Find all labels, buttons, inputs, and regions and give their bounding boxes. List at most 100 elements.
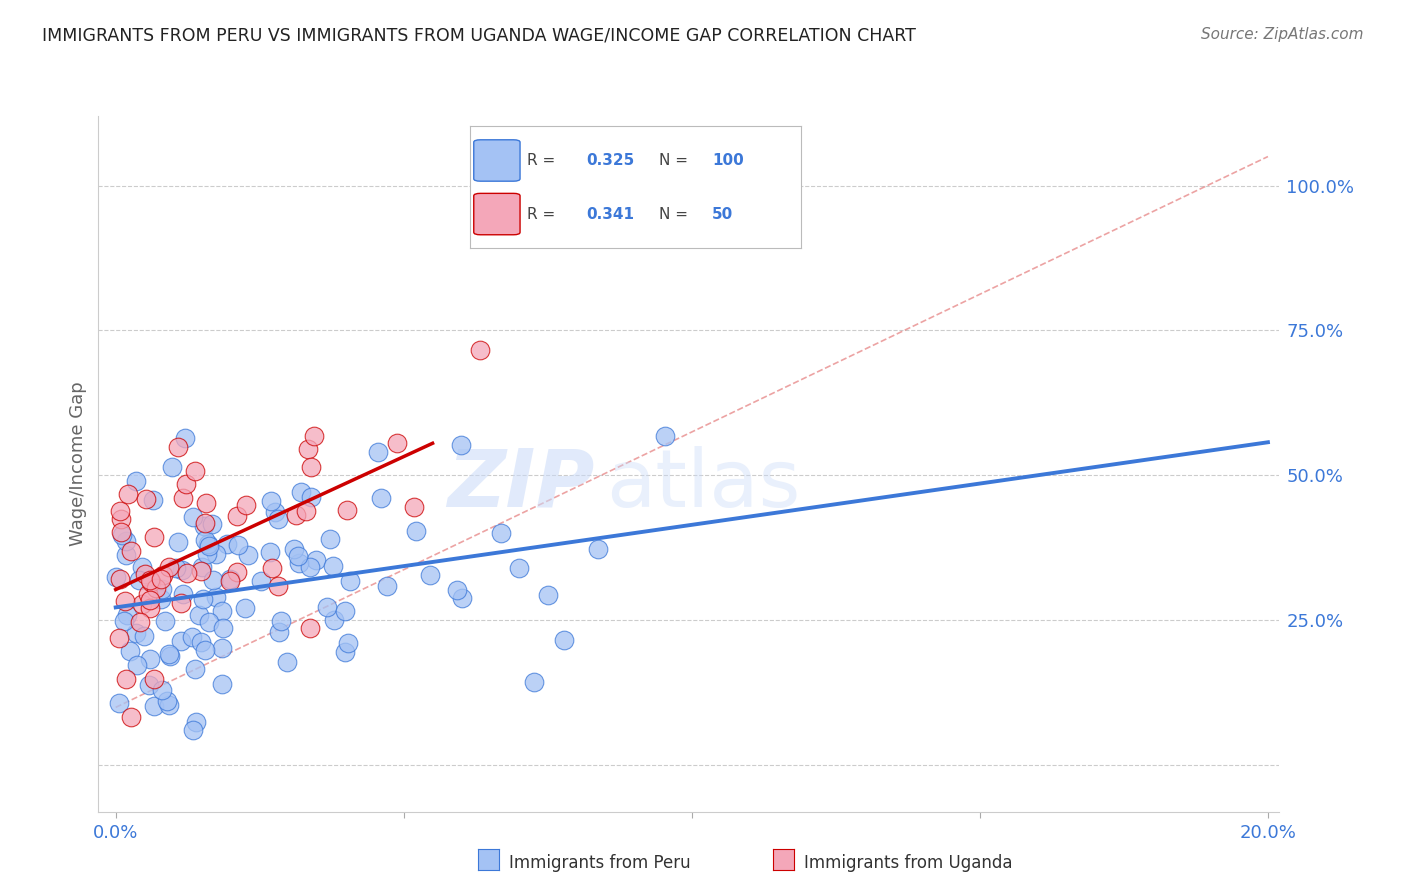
Point xyxy=(405,524,427,538)
Point xyxy=(553,632,575,647)
Point xyxy=(450,591,472,605)
Point xyxy=(336,636,359,650)
Point xyxy=(194,533,217,548)
Point xyxy=(299,559,322,574)
Point xyxy=(115,608,138,623)
Point xyxy=(174,477,197,491)
Point xyxy=(367,445,389,459)
Point xyxy=(173,431,195,445)
Point xyxy=(283,541,305,556)
Point xyxy=(194,643,217,657)
Point xyxy=(339,574,361,588)
Point xyxy=(167,534,190,549)
Point xyxy=(135,492,157,507)
Point xyxy=(114,534,136,549)
Point xyxy=(139,652,162,666)
Point xyxy=(193,519,215,533)
Point xyxy=(184,662,207,676)
Point xyxy=(115,548,138,562)
Point xyxy=(139,573,162,587)
Point xyxy=(508,560,530,574)
Point xyxy=(377,579,399,593)
Point xyxy=(165,560,187,574)
Text: Immigrants from Uganda: Immigrants from Uganda xyxy=(804,854,1012,871)
Point xyxy=(654,428,676,442)
Point xyxy=(108,573,131,587)
Text: Source: ZipAtlas.com: Source: ZipAtlas.com xyxy=(1201,27,1364,42)
Point xyxy=(522,674,544,689)
Point xyxy=(322,558,344,573)
Point xyxy=(143,530,166,544)
Point xyxy=(143,698,166,713)
Point xyxy=(150,683,173,698)
Point xyxy=(370,491,392,505)
Point xyxy=(236,548,259,562)
Point xyxy=(201,573,224,587)
Text: IMMIGRANTS FROM PERU VS IMMIGRANTS FROM UGANDA WAGE/INCOME GAP CORRELATION CHART: IMMIGRANTS FROM PERU VS IMMIGRANTS FROM … xyxy=(42,27,917,45)
Point xyxy=(489,526,512,541)
Point xyxy=(233,601,256,615)
Point xyxy=(294,504,316,518)
Point xyxy=(285,508,308,522)
Point xyxy=(219,573,242,587)
Point xyxy=(111,528,134,542)
Point xyxy=(226,538,249,552)
Point xyxy=(322,613,344,627)
Point xyxy=(315,599,337,614)
Point xyxy=(191,560,214,574)
Point xyxy=(117,487,139,501)
Point xyxy=(304,553,326,567)
Point xyxy=(170,596,193,610)
Point xyxy=(259,545,281,559)
Point xyxy=(266,511,288,525)
Point xyxy=(290,485,312,500)
Point xyxy=(468,343,491,358)
Point xyxy=(125,658,148,673)
Point xyxy=(211,677,233,691)
Point xyxy=(259,494,281,508)
Point xyxy=(270,614,292,628)
Point xyxy=(139,593,162,607)
Point xyxy=(139,601,162,615)
Point xyxy=(205,547,228,561)
Point xyxy=(194,516,217,530)
Point xyxy=(118,644,141,658)
Point xyxy=(287,549,309,563)
Point xyxy=(276,655,298,669)
Text: Immigrants from Peru: Immigrants from Peru xyxy=(509,854,690,871)
Point xyxy=(153,615,176,629)
Point xyxy=(149,573,172,587)
Point xyxy=(131,560,153,574)
Point xyxy=(191,591,214,606)
Point xyxy=(194,496,217,510)
Point xyxy=(226,565,249,579)
Point xyxy=(112,614,135,628)
Point xyxy=(297,442,319,456)
Point xyxy=(157,698,180,713)
Point xyxy=(299,491,322,505)
Point xyxy=(190,564,212,578)
Point xyxy=(131,598,153,612)
Point xyxy=(450,438,472,452)
Point xyxy=(211,604,233,618)
Point xyxy=(211,621,233,635)
Point xyxy=(110,504,132,518)
Point xyxy=(110,525,132,540)
Point xyxy=(107,631,129,645)
Point xyxy=(267,578,290,592)
Point xyxy=(120,544,142,558)
Point xyxy=(129,615,152,629)
Point xyxy=(110,511,132,525)
Point xyxy=(183,464,205,478)
Point xyxy=(235,498,257,512)
Point xyxy=(125,475,148,489)
Point xyxy=(404,500,426,514)
Point xyxy=(142,492,165,507)
Point xyxy=(104,570,127,584)
Point xyxy=(197,537,219,551)
Point xyxy=(167,441,190,455)
Point xyxy=(134,629,156,643)
Point xyxy=(138,678,160,692)
Point xyxy=(195,547,218,561)
Point xyxy=(152,568,174,582)
